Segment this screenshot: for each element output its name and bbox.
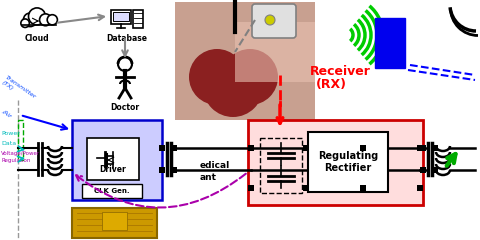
Text: Data: Data [1,141,16,146]
Text: CLK Gen.: CLK Gen. [94,188,130,194]
Text: Doctor: Doctor [110,103,140,112]
Text: Transmitter
(TX): Transmitter (TX) [1,75,37,105]
Text: Voltage/Power: Voltage/Power [1,151,40,156]
Text: Power: Power [1,131,20,136]
Text: Regulating
Rectifier: Regulating Rectifier [318,151,378,173]
Bar [360,185,366,191]
Text: (RX): (RX) [316,78,347,91]
Text: Driver: Driver [100,166,126,174]
Circle shape [189,49,245,105]
Circle shape [203,57,263,117]
Bar [303,145,309,151]
Text: Database: Database [107,34,147,43]
Bar [159,145,165,151]
Bar [248,145,254,151]
Bar [171,167,177,173]
Text: Receiver: Receiver [310,65,371,78]
Bar [175,2,315,120]
Text: Cloud: Cloud [24,34,49,43]
Bar [432,145,438,151]
Bar [111,10,131,24]
Bar [87,138,139,180]
Bar [432,167,438,173]
Circle shape [265,15,275,25]
Circle shape [39,14,51,26]
Bar [417,145,423,151]
Bar [72,120,162,200]
Circle shape [222,49,278,105]
Bar [417,185,423,191]
Bar [248,185,254,191]
Text: Regulation: Regulation [1,158,30,163]
Bar [133,10,143,28]
Circle shape [28,8,46,25]
Bar [113,12,129,21]
Bar [82,184,142,198]
Bar [360,145,366,151]
Bar [72,208,157,238]
Circle shape [47,15,58,25]
Text: ant: ant [200,174,217,182]
Circle shape [118,57,132,71]
Bar [248,120,423,205]
Circle shape [24,13,37,27]
Bar [375,18,405,68]
Bar [420,167,426,173]
Bar [420,145,426,151]
Bar [260,138,302,193]
Bar [171,145,177,151]
Text: edical: edical [200,161,230,169]
Bar [235,22,315,82]
Text: /Air: /Air [1,109,12,119]
Bar [102,212,127,230]
Bar [303,185,309,191]
FancyBboxPatch shape [252,4,296,38]
Bar [159,167,165,173]
Bar [18,120,23,160]
Circle shape [21,19,29,27]
Bar [308,132,388,192]
